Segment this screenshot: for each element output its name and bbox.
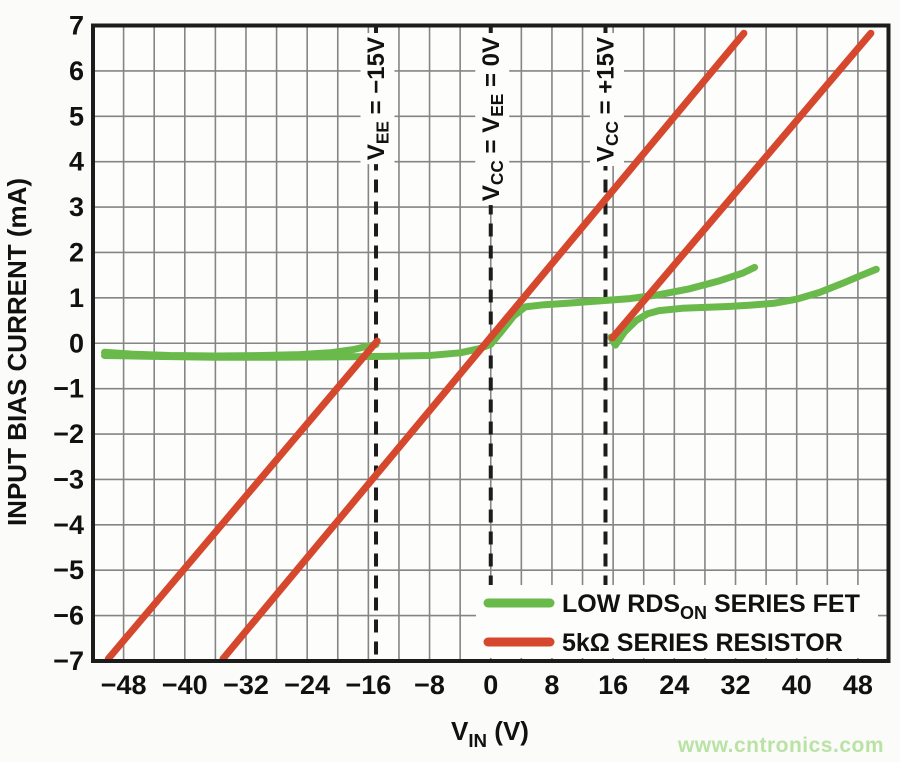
y-axis-title: INPUT BIAS CURRENT (mA) [2,178,32,526]
x-tick-label: −8 [414,670,445,700]
y-tick-label: 6 [69,56,84,86]
series-fet-segment [607,265,880,349]
series-resistor [104,29,875,663]
watermark: www.cntronics.com [677,734,884,757]
x-tick-label: 48 [843,670,873,700]
x-tick-label: −48 [101,670,147,700]
x-axis-title: VIN (V) [451,716,529,751]
y-tick-label: −2 [53,419,84,449]
x-tick-label: −24 [284,670,330,700]
series-resistor-segment [608,29,875,342]
y-tick-label: −7 [53,646,84,676]
y-tick-label: 0 [69,328,84,358]
annotation-label: VEE = −15V [363,37,393,160]
x-tick-label: 16 [598,670,628,700]
x-tick-label: 8 [544,670,559,700]
x-tick-label: 24 [659,670,689,700]
legend-label-fet: LOW RDSON SERIES FET [562,590,860,623]
x-tick-label: −40 [162,670,208,700]
y-tick-label: −6 [53,601,84,631]
annotation-label-bg [360,33,395,165]
annotation-label-group: VCC = VEE = 0V [475,33,510,206]
y-tick-label: −5 [53,555,84,585]
y-tick-label: −1 [53,374,84,404]
y-tick-label: 3 [69,192,84,222]
y-tick-label: 1 [69,283,84,313]
x-tick-label: 0 [483,670,498,700]
x-tick-label: 40 [782,670,812,700]
y-tick-label: 5 [69,101,84,131]
annotation-label-bg [589,33,624,167]
y-tick-label: 7 [69,11,84,41]
x-tick-label: 32 [720,670,750,700]
plot-border [91,23,891,663]
y-tick-label: −4 [53,510,84,540]
annotation-label: VCC = +15V [592,37,622,162]
x-tick-label: −16 [345,670,391,700]
annotation-label-group: VEE = −15V [360,33,395,165]
y-tick-label: −3 [53,464,84,494]
annotation-label: VCC = VEE = 0V [477,37,507,201]
series-fet [101,263,880,361]
x-tick-label: −32 [223,670,269,700]
series-resistor-segment [219,29,748,663]
y-tick-label: 4 [69,147,84,177]
series-resistor-segment [104,337,381,663]
series-fet-segment [101,263,759,361]
y-tick-label: 2 [69,237,84,267]
annotation-label-group: VCC = +15V [589,33,624,167]
annotation-label-bg [475,33,510,206]
legend-label-resistor: 5kΩ SERIES RESISTOR [562,629,843,657]
